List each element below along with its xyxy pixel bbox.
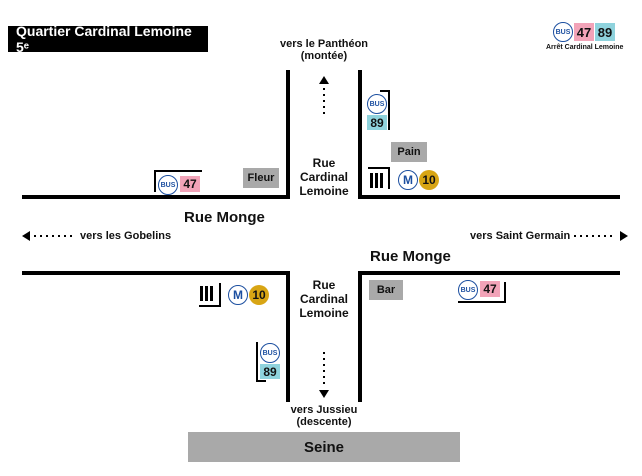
bus-stop-marker-bar	[154, 170, 156, 192]
street-label-word: Rue	[312, 278, 336, 292]
bus-stop-se-line-47-badge: 47	[480, 281, 500, 297]
road-edge-monge-south-west	[22, 271, 290, 275]
street-label-word: Lemoine	[299, 184, 349, 198]
seine-river-label: Seine	[188, 432, 460, 462]
road-edge-cardinal-east-north	[358, 70, 362, 199]
road-edge-monge-south-east	[358, 271, 620, 275]
street-label-rue-monge-west: Rue Monge	[184, 209, 265, 226]
bus-stop-marker-bar	[154, 170, 202, 172]
shop-pain: Pain	[391, 142, 427, 162]
road-edge-cardinal-east-south	[358, 271, 362, 402]
shop-fleur: Fleur	[243, 168, 279, 188]
bus-stop-marker-bar	[504, 282, 506, 303]
metro-entrance-marker-bar	[199, 305, 221, 307]
metro-ne-m-icon: M	[398, 170, 418, 190]
map-title: Quartier Cardinal Lemoine 5ᵉ	[8, 23, 208, 55]
direction-south-line1: vers Jussieu	[290, 404, 358, 416]
road-edge-monge-north-east	[358, 195, 620, 199]
bus-stop-sw-line-89-badge: 89	[260, 364, 280, 379]
metro-entrance-marker-bar	[368, 167, 390, 169]
direction-north-label: vers le Panthéon (montée)	[264, 38, 384, 62]
road-edge-cardinal-west-north	[286, 70, 290, 199]
shop-bar: Bar	[369, 280, 403, 300]
metro-ne-line-10-badge: 10	[419, 170, 439, 190]
legend-line-89-badge: 89	[595, 23, 615, 41]
bus-stop-marker-bar	[380, 90, 390, 92]
arrow-left-dotted-icon	[22, 231, 76, 241]
direction-west-label: vers les Gobelins	[80, 230, 172, 242]
bus-stop-marker-bar	[256, 342, 258, 382]
street-label-word: Cardinal	[299, 292, 348, 306]
metro-stairs-icon	[370, 173, 383, 188]
metro-entrance-marker-bar	[388, 167, 390, 189]
arrow-up-dotted-icon	[319, 76, 329, 118]
metro-sw-line-10-badge: 10	[249, 285, 269, 305]
bus-stop-marker-bar	[256, 380, 266, 382]
road-edge-cardinal-west-south	[286, 271, 290, 402]
bus-stop-ne-line-89-badge: 89	[367, 115, 387, 130]
bus-stop-w-line-47-badge: 47	[180, 176, 200, 192]
bus-stop-ne-bus-icon: BUS	[367, 94, 387, 114]
direction-south-line2: (descente)	[296, 416, 352, 428]
bus-stop-sw-bus-icon: BUS	[260, 343, 280, 363]
street-label-rue-monge-east: Rue Monge	[370, 248, 451, 265]
bus-stop-se-bus-icon: BUS	[458, 280, 478, 300]
legend-bus-icon: BUS	[553, 22, 573, 42]
legend-stop-caption: Arrêt Cardinal Lemoine	[546, 44, 624, 51]
metro-stairs-icon	[200, 286, 213, 301]
arrow-right-dotted-icon	[574, 231, 628, 241]
metro-entrance-marker-bar	[219, 283, 221, 307]
street-label-word: Lemoine	[299, 306, 349, 320]
direction-north-line1: vers le Panthéon	[279, 38, 369, 50]
metro-sw-m-icon: M	[228, 285, 248, 305]
street-label-cardinal-lemoine-south: Rue Cardinal Lemoine	[294, 278, 354, 320]
street-label-cardinal-lemoine-north: Rue Cardinal Lemoine	[294, 156, 354, 198]
street-label-word: Cardinal	[299, 170, 348, 184]
arrow-down-dotted-icon	[319, 352, 329, 398]
bus-stop-marker-bar	[458, 301, 506, 303]
direction-south-label: vers Jussieu (descente)	[264, 404, 384, 428]
direction-east-label: vers Saint Germain	[470, 230, 571, 242]
direction-north-line2: (montée)	[300, 50, 348, 62]
road-edge-monge-north-west	[22, 195, 290, 199]
bus-stop-w-bus-icon: BUS	[158, 175, 178, 195]
legend-line-47-badge: 47	[574, 23, 594, 41]
bus-stop-marker-bar	[388, 90, 390, 130]
street-label-word: Rue	[312, 156, 336, 170]
